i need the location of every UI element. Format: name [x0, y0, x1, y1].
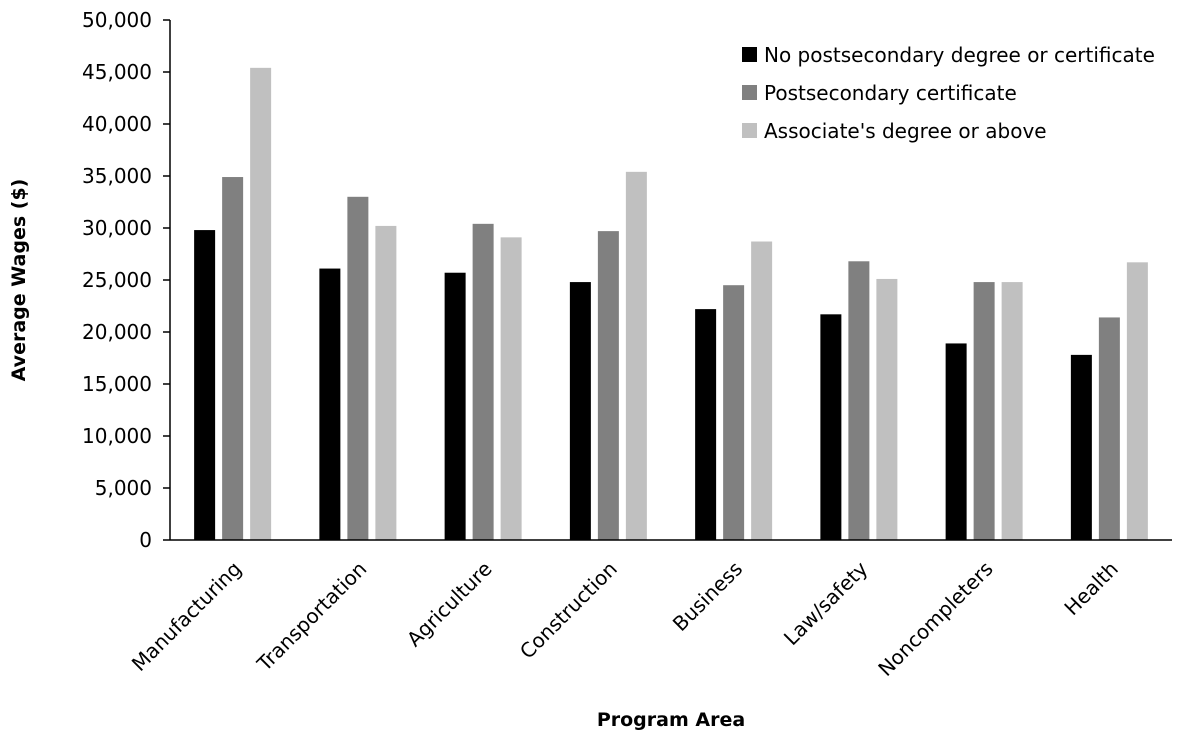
bar-business-series-2: [723, 285, 745, 540]
y-tick-label: 50,000: [82, 8, 152, 32]
legend-swatch: [742, 123, 757, 138]
bar-law-safety-series-3: [876, 278, 898, 540]
bar-construction-series-3: [625, 171, 647, 540]
bar-agriculture-series-2: [472, 223, 494, 540]
legend: No postsecondary degree or certificate Po…: [742, 43, 1155, 143]
y-tick-label: 15,000: [82, 372, 152, 396]
legend-label: Associate's degree or above: [764, 119, 1047, 143]
y-axis-ticks: 0 5,000 10,000 15,000 20,000 25,000 30,000 35,0…: [82, 8, 170, 552]
legend-swatch: [742, 85, 757, 100]
bar-manufacturing-series-2: [222, 177, 244, 541]
y-tick-label: 40,000: [82, 112, 152, 136]
y-tick-label: 35,000: [82, 164, 152, 188]
bar-law-safety-series-2: [848, 261, 870, 540]
y-tick-label: 5,000: [95, 476, 152, 500]
bar-manufacturing-series-3: [250, 67, 272, 540]
y-tick-label: 25,000: [82, 268, 152, 292]
bar-health-series-1: [1070, 354, 1092, 540]
category-labels: Manufacturing Transportation Agriculture Co…: [127, 556, 1123, 681]
y-tick-label: 0: [139, 528, 152, 552]
x-tick-label: Manufacturing: [127, 557, 246, 676]
x-tick-label: Law/safety: [779, 556, 873, 650]
bar-business-series-3: [751, 241, 773, 540]
bar-manufacturing-series-1: [194, 230, 216, 540]
bar-law-safety-series-1: [820, 314, 842, 540]
x-tick-label: Noncompleters: [873, 557, 997, 681]
bar-health-series-2: [1098, 317, 1120, 540]
bars: [194, 67, 1148, 541]
x-tick-label: Transportation: [252, 557, 372, 677]
x-axis-title: Program Area: [597, 709, 745, 731]
y-tick-label: 45,000: [82, 60, 152, 84]
bar-agriculture-series-1: [444, 272, 466, 540]
legend-swatch: [742, 47, 757, 62]
bar-business-series-1: [695, 309, 717, 540]
bar-transportation-series-2: [347, 196, 369, 541]
bar-noncompleters-series-3: [1001, 282, 1023, 540]
bar-health-series-3: [1126, 262, 1148, 540]
legend-label: No postsecondary degree or certificate: [764, 43, 1155, 67]
y-tick-label: 10,000: [82, 424, 152, 448]
x-tick-label: Business: [668, 557, 747, 636]
legend-label: Postsecondary certificate: [764, 81, 1017, 105]
x-tick-label: Health: [1059, 557, 1122, 620]
bar-noncompleters-series-1: [945, 343, 967, 540]
bar-noncompleters-series-2: [973, 282, 995, 540]
x-tick-label: Agriculture: [402, 557, 497, 652]
bar-transportation-series-1: [319, 268, 341, 540]
y-tick-label: 30,000: [82, 216, 152, 240]
bar-construction-series-2: [597, 231, 619, 540]
y-axis-title: Average Wages ($): [8, 179, 30, 382]
bar-agriculture-series-3: [500, 237, 522, 541]
x-tick-label: Construction: [515, 557, 622, 664]
bar-construction-series-1: [569, 282, 591, 540]
y-tick-label: 20,000: [82, 320, 152, 344]
bar-transportation-series-3: [375, 225, 397, 541]
